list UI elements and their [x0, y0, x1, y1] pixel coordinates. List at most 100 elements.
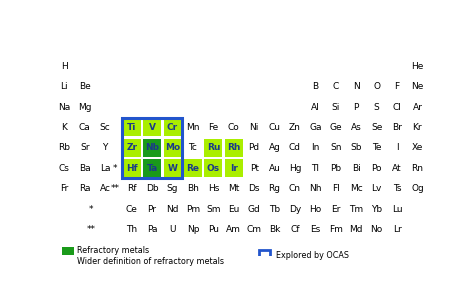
Text: Cn: Cn [289, 184, 301, 193]
Text: Ts: Ts [393, 184, 401, 193]
Text: V: V [149, 123, 155, 132]
Text: Au: Au [269, 164, 281, 173]
Text: Xe: Xe [412, 143, 423, 152]
Text: Wider definition of refractory metals: Wider definition of refractory metals [77, 257, 224, 266]
Text: Hs: Hs [208, 184, 219, 193]
Text: Fm: Fm [329, 225, 343, 234]
Text: Tl: Tl [311, 164, 319, 173]
Text: Sb: Sb [350, 143, 362, 152]
Text: Ir: Ir [230, 164, 237, 173]
Text: Nd: Nd [166, 205, 179, 214]
Text: Bh: Bh [187, 184, 199, 193]
Text: Rf: Rf [127, 184, 137, 193]
Text: Pt: Pt [250, 164, 259, 173]
Text: Fe: Fe [208, 123, 219, 132]
Text: He: He [411, 62, 424, 71]
Text: Li: Li [61, 82, 68, 91]
Text: Sg: Sg [167, 184, 178, 193]
Bar [164, 159, 182, 177]
Bar [204, 139, 222, 157]
Text: N: N [353, 82, 360, 91]
Text: *: * [89, 205, 93, 214]
Text: Co: Co [228, 123, 240, 132]
Text: C: C [333, 82, 339, 91]
Text: Ar: Ar [412, 103, 422, 112]
Text: B: B [312, 82, 319, 91]
Text: Ra: Ra [79, 184, 91, 193]
Text: Ru: Ru [207, 143, 220, 152]
Text: Yb: Yb [371, 205, 382, 214]
Text: Al: Al [311, 103, 320, 112]
Text: K: K [62, 123, 67, 132]
Text: Na: Na [58, 103, 71, 112]
Bar [143, 159, 161, 177]
Text: Fr: Fr [60, 184, 68, 193]
Text: Mo: Mo [165, 143, 180, 152]
Text: Dy: Dy [289, 205, 301, 214]
Text: Sn: Sn [330, 143, 342, 152]
Text: Rn: Rn [411, 164, 423, 173]
Text: Ne: Ne [411, 82, 424, 91]
Text: Ba: Ba [79, 164, 91, 173]
Text: Nb: Nb [145, 143, 159, 152]
Text: Sr: Sr [80, 143, 90, 152]
Text: Rg: Rg [269, 184, 281, 193]
Text: P: P [354, 103, 359, 112]
Text: Md: Md [349, 225, 363, 234]
Text: Pm: Pm [186, 205, 200, 214]
Text: Zr: Zr [126, 143, 137, 152]
Bar [123, 159, 141, 177]
Text: Er: Er [331, 205, 340, 214]
Text: Hf: Hf [126, 164, 137, 173]
Text: Tc: Tc [189, 143, 197, 152]
Text: Explored by OCAS: Explored by OCAS [275, 251, 348, 260]
Text: Rh: Rh [227, 143, 240, 152]
Text: S: S [374, 103, 380, 112]
Text: Db: Db [146, 184, 158, 193]
Text: Tm: Tm [349, 205, 363, 214]
Text: Rb: Rb [58, 143, 70, 152]
Text: Lu: Lu [392, 205, 402, 214]
Text: Ce: Ce [126, 205, 137, 214]
Text: Os: Os [207, 164, 220, 173]
Text: Ti: Ti [127, 123, 137, 132]
Text: *: * [113, 164, 118, 173]
Text: Ca: Ca [79, 123, 91, 132]
Text: Np: Np [187, 225, 199, 234]
Bar [204, 159, 222, 177]
Bar [62, 247, 73, 255]
Bar [259, 250, 271, 261]
Text: Eu: Eu [228, 205, 239, 214]
Text: Cd: Cd [289, 143, 301, 152]
Text: Ge: Ge [329, 123, 342, 132]
Text: Po: Po [371, 164, 382, 173]
Text: Ds: Ds [248, 184, 260, 193]
Text: Br: Br [392, 123, 402, 132]
Text: Am: Am [226, 225, 241, 234]
Text: Pr: Pr [147, 205, 156, 214]
Bar [122, 118, 182, 178]
Text: At: At [392, 164, 402, 173]
Bar [143, 118, 161, 136]
Bar [123, 118, 141, 136]
Text: No: No [371, 225, 383, 234]
Text: Ga: Ga [309, 123, 322, 132]
Text: Ho: Ho [309, 205, 321, 214]
Text: Cu: Cu [269, 123, 281, 132]
Text: Nh: Nh [309, 184, 322, 193]
Text: Ac: Ac [100, 184, 110, 193]
Text: Mg: Mg [78, 103, 91, 112]
Text: Sc: Sc [100, 123, 110, 132]
Text: Cr: Cr [167, 123, 178, 132]
Text: Mt: Mt [228, 184, 239, 193]
Text: Cl: Cl [392, 103, 401, 112]
Text: Bi: Bi [352, 164, 361, 173]
Text: Te: Te [372, 143, 382, 152]
Text: H: H [61, 62, 68, 71]
Text: Re: Re [186, 164, 200, 173]
Bar [164, 118, 182, 136]
Text: I: I [396, 143, 398, 152]
Text: As: As [351, 123, 362, 132]
Text: Zn: Zn [289, 123, 301, 132]
Text: Mn: Mn [186, 123, 200, 132]
